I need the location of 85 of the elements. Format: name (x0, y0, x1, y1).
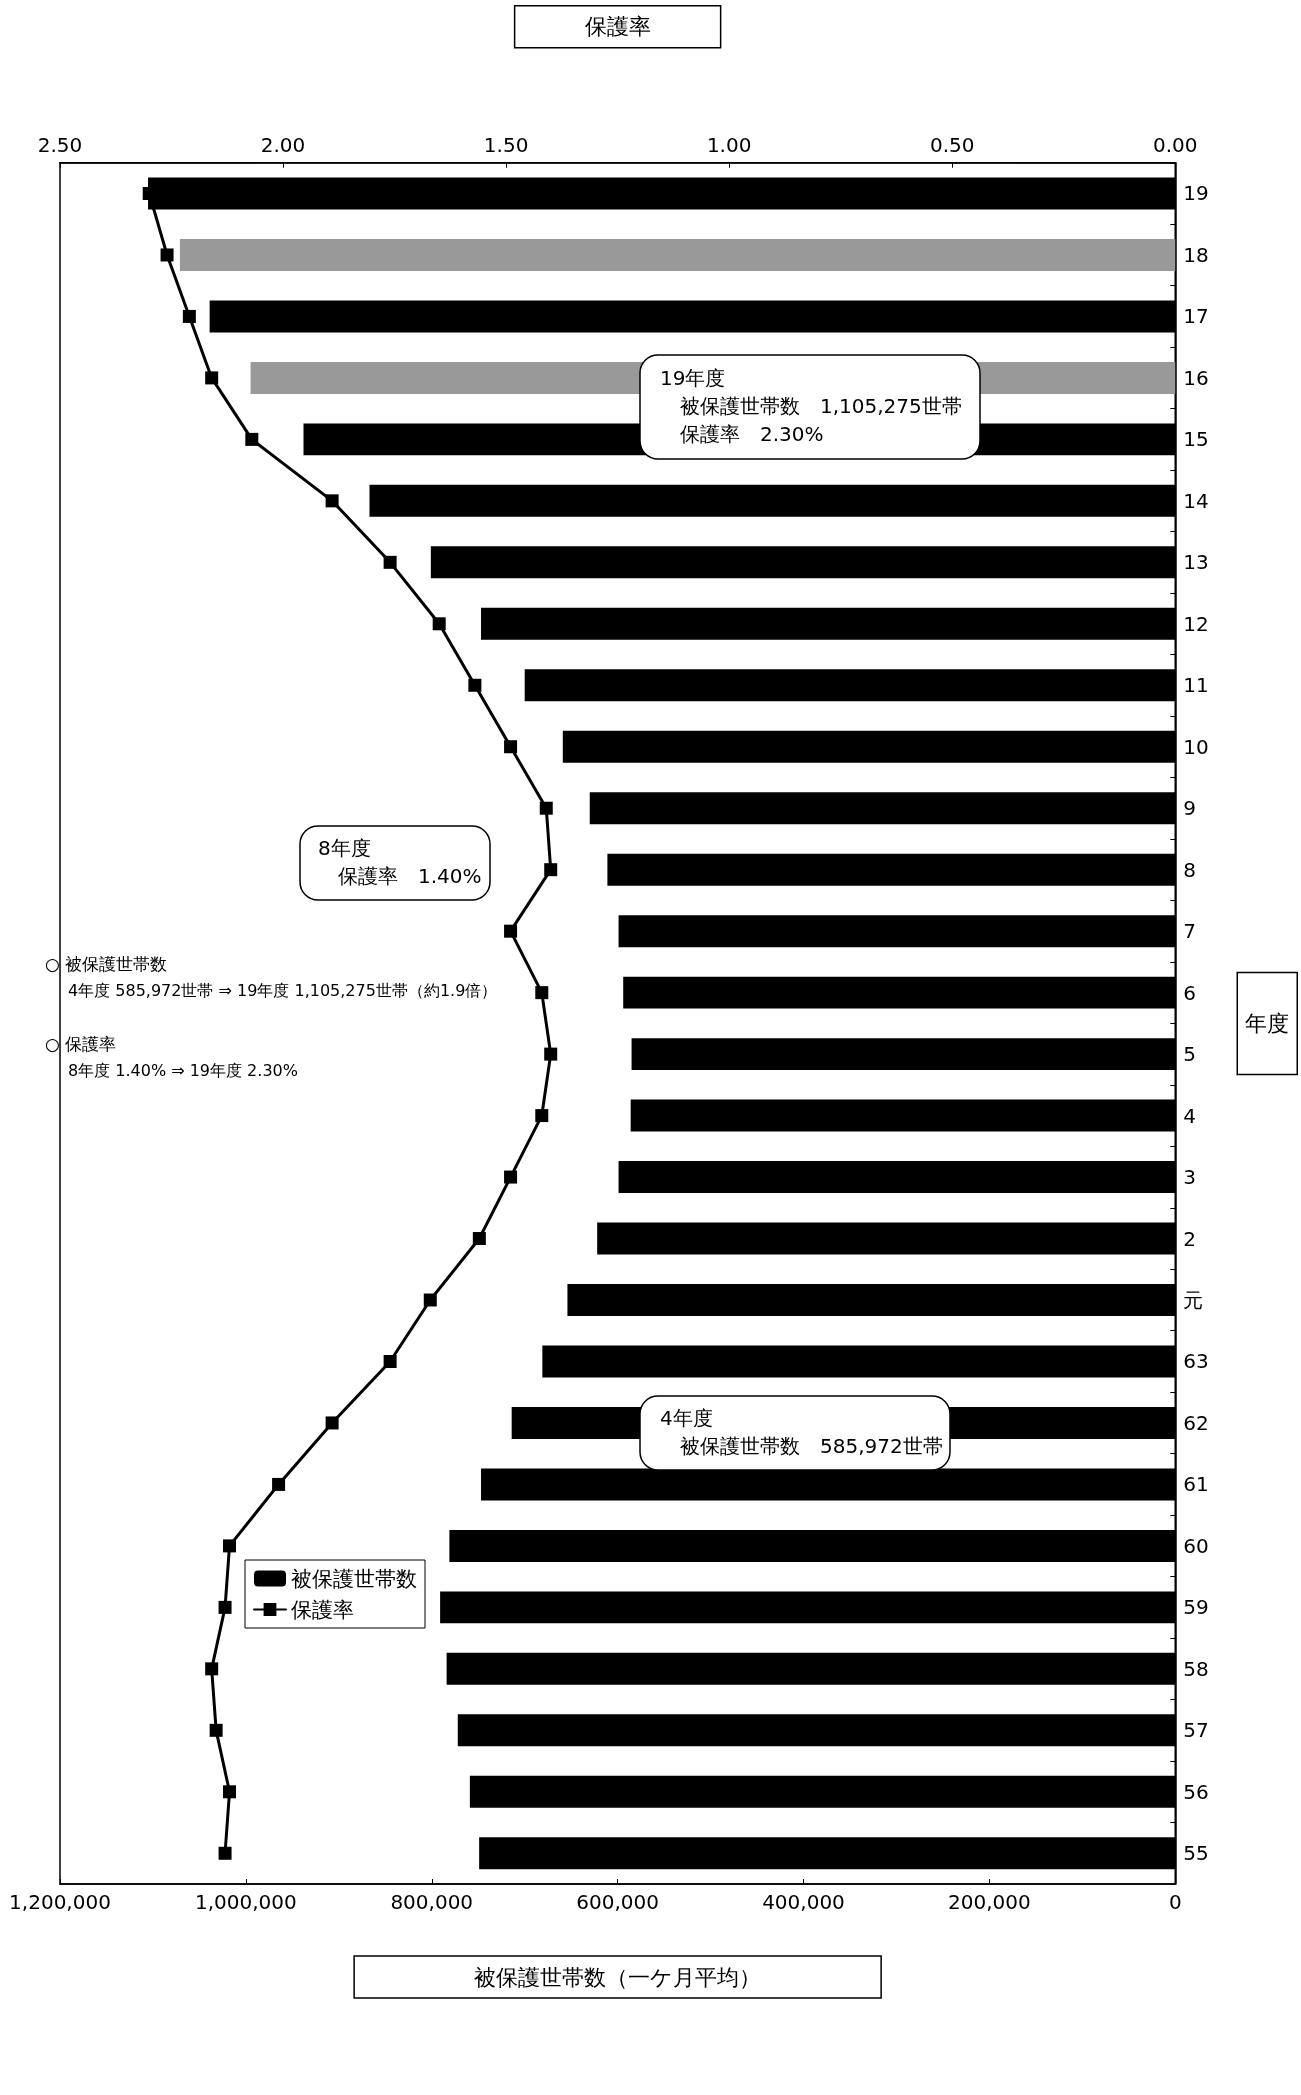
point (504, 924, 518, 938)
y-tick-label: 56 (1183, 1779, 1209, 1804)
legend-label: 被保護世帯数 (291, 1566, 417, 1591)
x2-tick-label: 2.50 (37, 132, 83, 157)
y-tick-label: 17 (1183, 304, 1209, 329)
x-tick-label: 800,000 (390, 1890, 474, 1914)
annotation: 被保護世帯数 585,972世帯 (680, 1434, 943, 1458)
point (325, 1416, 339, 1430)
annotation: 4年度 (660, 1406, 713, 1430)
annotation: 8年度 (318, 836, 371, 860)
x2-tick-label: 0.50 (929, 132, 975, 157)
x-tick-label: 0 (1168, 1890, 1182, 1914)
x2-tick-label: 2.00 (260, 132, 306, 157)
point (544, 1047, 558, 1061)
y-tick-label: 9 (1183, 796, 1196, 821)
point (535, 986, 549, 1000)
y-tick-label: 12 (1183, 611, 1209, 636)
x2-tick-label: 1.00 (706, 132, 752, 157)
point (209, 1723, 223, 1737)
point (383, 555, 397, 569)
x-tick-label: 600,000 (576, 1890, 659, 1914)
annotation: 保護率 1.40% (338, 864, 482, 888)
point (160, 248, 174, 262)
annotation: 8年度 1.40% ⇒ 19年度 2.30% (68, 1060, 298, 1080)
y-tick-label: 55 (1183, 1841, 1209, 1866)
point (432, 617, 446, 631)
y-tick-label: 元 (1183, 1288, 1204, 1312)
y-tick-label: 18 (1183, 242, 1209, 267)
y-tick-label: 58 (1183, 1656, 1209, 1681)
y-tick-label: 3 (1183, 1165, 1196, 1190)
point (468, 678, 482, 692)
point (472, 1232, 486, 1246)
y-tick-label: 16 (1183, 365, 1209, 390)
x-tick-label: 1,200,000 (9, 1890, 111, 1914)
annotation: 被保護世帯数 1,105,275世帯 (680, 394, 962, 418)
y-tick-label: 7 (1183, 919, 1196, 944)
point (205, 1662, 219, 1676)
y-tick-label: 63 (1183, 1349, 1209, 1374)
y-tick-label: 57 (1183, 1718, 1209, 1743)
y-tick-label: 11 (1183, 673, 1209, 698)
y-tick-label: 19 (1183, 181, 1209, 206)
x-tick-label: 400,000 (762, 1890, 845, 1914)
y-tick-label: 8 (1183, 857, 1196, 882)
x2-tick-label: 0.00 (1152, 132, 1198, 157)
point (504, 740, 518, 754)
annotation: 4年度 585,972世帯 ⇒ 19年度 1,105,275世帯（約1.9倍） (68, 980, 498, 1000)
y-tick-label: 59 (1183, 1595, 1209, 1620)
x-tick-label: 200,000 (948, 1890, 1031, 1914)
point (272, 1477, 286, 1491)
point (325, 494, 339, 508)
point (218, 1846, 232, 1860)
annotation: ○ 保護率 (45, 1033, 117, 1054)
point (223, 1785, 237, 1799)
y-tick-label: 5 (1183, 1042, 1196, 1067)
y-tick-label: 62 (1183, 1410, 1209, 1435)
point (223, 1539, 237, 1553)
y-tick-label: 13 (1183, 550, 1209, 575)
point (218, 1600, 232, 1614)
x-axis-title: 被保護世帯数（一ケ月平均） (474, 1964, 762, 1990)
x-tick-label: 1,000,000 (194, 1890, 297, 1914)
y-tick-label: 2 (1183, 1226, 1196, 1251)
y-tick-label: 60 (1183, 1533, 1209, 1558)
y-tick-label: 10 (1183, 734, 1209, 759)
point (205, 371, 219, 385)
x2-axis-title: 保護率 (584, 14, 651, 40)
bar (179, 238, 1176, 271)
point (182, 309, 196, 323)
point (535, 1109, 549, 1123)
point (504, 1170, 518, 1184)
point (245, 432, 259, 446)
point (423, 1293, 437, 1307)
point (383, 1354, 397, 1368)
annotation: ○ 被保護世帯数 (45, 953, 168, 974)
y-tick-label: 61 (1183, 1472, 1209, 1497)
point (544, 863, 558, 877)
y-axis-title: 年度 (1245, 1010, 1290, 1036)
y-tick-label: 15 (1183, 427, 1209, 452)
annotation: 19年度 (660, 366, 726, 390)
y-tick-label: 14 (1183, 488, 1209, 513)
y-tick-label: 6 (1183, 980, 1196, 1005)
point (539, 801, 553, 815)
annotation: 保護率 2.30% (680, 422, 824, 446)
legend-label: 保護率 (291, 1597, 354, 1622)
x2-tick-label: 1.50 (483, 132, 529, 157)
y-tick-label: 4 (1183, 1103, 1196, 1128)
